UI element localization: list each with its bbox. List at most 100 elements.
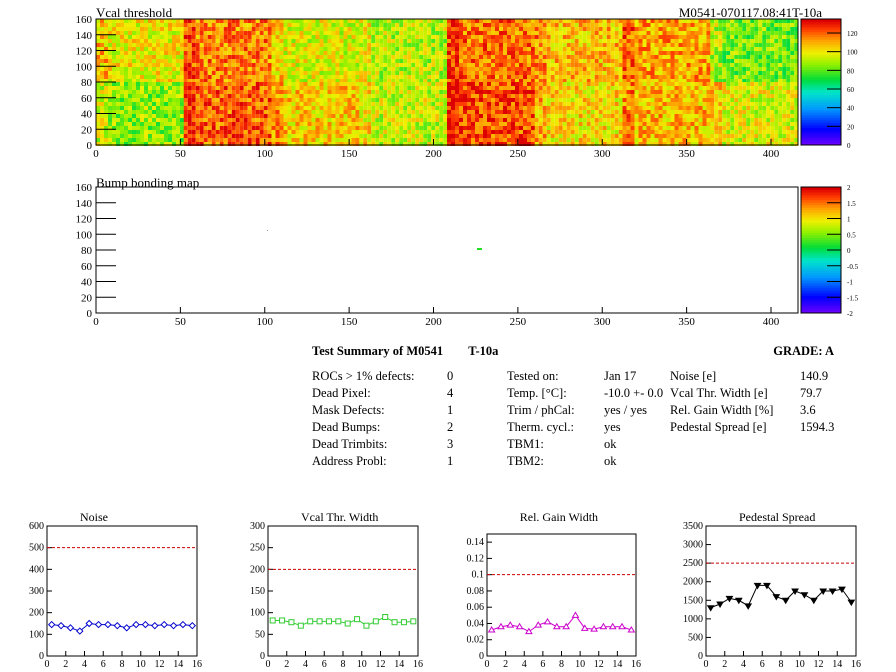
map-cell: [156, 23, 160, 27]
map-cell: [339, 130, 344, 134]
map-cell: [211, 114, 216, 118]
map-cell: [754, 23, 759, 27]
map-cell: [566, 142, 571, 146]
map-cell: [156, 35, 160, 39]
map-cell: [327, 31, 332, 35]
map-cell: [291, 23, 296, 27]
map-cell: [742, 67, 747, 71]
map-cell: [120, 59, 124, 63]
map-cell: [327, 134, 332, 138]
map-cell: [128, 118, 132, 122]
map-cell: [443, 59, 448, 63]
map-cell: [491, 23, 495, 27]
map-cell: [443, 79, 448, 83]
map-cell: [164, 59, 168, 63]
map-cell: [375, 142, 380, 146]
map-cell: [136, 27, 140, 31]
map-cell: [215, 59, 220, 63]
map-cell: [419, 75, 424, 79]
map-cell: [443, 82, 448, 86]
map-cell: [136, 59, 140, 63]
map-cell: [455, 90, 459, 94]
map-cell: [359, 47, 364, 51]
map-cell: [243, 59, 248, 63]
map-cell: [594, 39, 599, 43]
map-cell: [439, 106, 444, 110]
map-cell: [614, 67, 619, 71]
map-cell: [439, 114, 444, 118]
map-cell: [259, 79, 264, 83]
map-cell: [419, 82, 424, 86]
map-cell: [387, 67, 392, 71]
map-cell: [323, 31, 328, 35]
map-cell: [626, 51, 631, 55]
map-cell: [451, 23, 455, 27]
map-cell: [570, 134, 575, 138]
map-cell: [195, 130, 200, 134]
map-cell: [168, 82, 172, 86]
map-cell: [527, 114, 531, 118]
map-cell: [523, 126, 527, 130]
map-cell: [718, 51, 723, 55]
map-cell: [531, 31, 535, 35]
map-cell: [511, 31, 515, 35]
map-cell: [503, 39, 507, 43]
map-cell: [718, 71, 723, 75]
map-cell: [383, 43, 388, 47]
map-cell: [778, 31, 783, 35]
map-cell: [211, 59, 216, 63]
map-cell: [247, 82, 252, 86]
map-cell: [495, 47, 499, 51]
map-cell: [152, 47, 156, 51]
map-cell: [626, 35, 631, 39]
map-cell: [538, 110, 543, 114]
map-cell: [227, 27, 232, 31]
map-cell: [399, 67, 404, 71]
map-cell: [128, 39, 132, 43]
map-cell: [666, 67, 671, 71]
map-cell: [355, 79, 360, 83]
map-cell: [439, 47, 444, 51]
map-cell: [431, 82, 436, 86]
map-cell: [187, 23, 192, 27]
map-cell: [570, 51, 575, 55]
map-cell: [538, 27, 543, 31]
map-cell: [148, 102, 152, 106]
map-cell: [383, 126, 388, 130]
map-cell: [435, 106, 440, 110]
map-cell: [331, 71, 336, 75]
map-cell: [223, 39, 228, 43]
map-cell: [574, 55, 579, 59]
map-cell: [730, 79, 735, 83]
map-cell: [128, 71, 132, 75]
map-cell: [183, 63, 188, 67]
map-cell: [136, 63, 140, 67]
map-cell: [96, 51, 100, 55]
map-cell: [323, 47, 328, 51]
map-cell: [291, 59, 296, 63]
map-cell: [168, 114, 172, 118]
map-cell: [650, 51, 655, 55]
map-cell: [379, 47, 384, 51]
map-cell: [259, 118, 264, 122]
map-cell: [164, 79, 168, 83]
map-cell: [538, 79, 543, 83]
map-cell: [279, 86, 284, 90]
map-cell: [423, 114, 428, 118]
map-cell: [766, 67, 771, 71]
map-cell: [594, 98, 599, 102]
map-cell: [215, 67, 220, 71]
map-cell: [427, 23, 432, 27]
map-cell: [148, 110, 152, 114]
map-cell: [275, 19, 280, 23]
map-cell: [187, 130, 192, 134]
map-cell: [722, 31, 727, 35]
map-cell: [180, 110, 184, 114]
map-cell: [686, 35, 691, 39]
map-cell: [247, 59, 252, 63]
map-cell: [523, 82, 527, 86]
map-cell: [578, 142, 583, 146]
map-cell: [439, 75, 444, 79]
map-cell: [467, 75, 471, 79]
map-cell: [550, 106, 555, 110]
